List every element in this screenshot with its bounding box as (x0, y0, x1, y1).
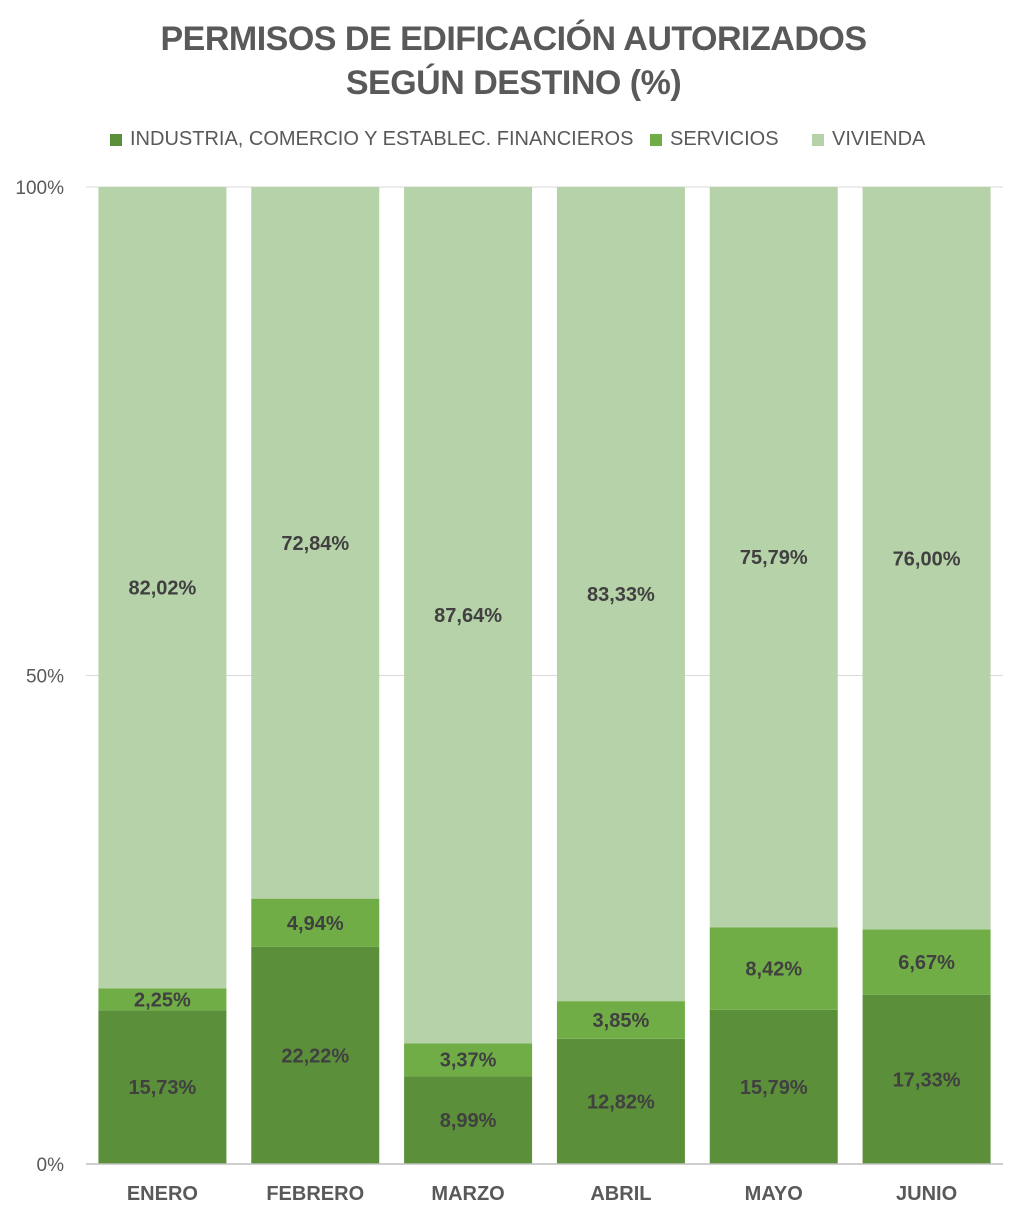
legend: INDUSTRIA, COMERCIO Y ESTABLEC. FINANCIE… (0, 128, 1027, 158)
legend-item-servicios: SERVICIOS (650, 128, 779, 151)
bar-segment (404, 187, 533, 1044)
data-label: 8,42% (745, 959, 802, 981)
bar-segment (709, 1009, 838, 1164)
data-label: 22,22% (281, 1045, 349, 1067)
data-label: 8,99% (440, 1110, 497, 1132)
x-tick-label: FEBRERO (266, 1183, 364, 1205)
data-label: 87,64% (434, 605, 502, 627)
data-label: 72,84% (281, 533, 349, 555)
x-tick-label: ABRIL (590, 1183, 651, 1205)
bar-segment (251, 898, 380, 947)
chart-title-line1: PERMISOS DE EDIFICACIÓN AUTORIZADOS (160, 20, 868, 58)
data-label: 82,02% (128, 578, 196, 600)
bar-segment (709, 927, 838, 1010)
data-label: 3,85% (593, 1010, 650, 1032)
data-label: 15,79% (740, 1077, 808, 1099)
legend-item-vivienda: VIVIENDA (812, 128, 925, 151)
data-label: 75,79% (740, 547, 808, 569)
y-tick-label: 50% (26, 667, 64, 688)
x-tick-label: MARZO (431, 1183, 504, 1205)
data-label: 83,33% (587, 584, 655, 606)
data-label: 2,25% (134, 989, 191, 1011)
bar-segment (98, 1010, 227, 1164)
x-tick-label: JUNIO (896, 1183, 957, 1205)
data-label: 76,00% (893, 548, 961, 570)
bar-segment (556, 1001, 685, 1039)
bar-segment (556, 187, 685, 1002)
legend-swatch-industria (110, 133, 122, 146)
bar-segment (251, 946, 380, 1164)
legend-label-servicios: SERVICIOS (670, 128, 779, 150)
bar-segment (862, 994, 991, 1164)
y-tick-label: 100% (15, 178, 64, 199)
data-label: 12,82% (587, 1091, 655, 1113)
y-tick-label: 0% (37, 1155, 65, 1176)
data-label: 6,67% (898, 952, 955, 974)
legend-label-vivienda: VIVIENDA (832, 128, 926, 150)
legend-swatch-servicios (650, 133, 662, 146)
x-tick-label: MAYO (745, 1183, 803, 1205)
bar-segment (556, 1038, 685, 1164)
data-label: 3,37% (440, 1050, 497, 1072)
data-label: 17,33% (893, 1069, 961, 1091)
bar-segment (404, 1076, 533, 1164)
legend-item-industria: INDUSTRIA, COMERCIO Y ESTABLEC. FINANCIE… (110, 128, 633, 151)
chart-title-line2: SEGÚN DESTINO (%) (345, 64, 682, 102)
data-label: 4,94% (287, 913, 344, 935)
bar-segment (98, 988, 227, 1011)
bar-segment (251, 187, 380, 899)
bar-segment (862, 187, 991, 930)
bar-segment (709, 187, 838, 928)
x-tick-label: ENERO (127, 1183, 198, 1205)
legend-label-industria: INDUSTRIA, COMERCIO Y ESTABLEC. FINANCIE… (130, 128, 634, 150)
bar-segment (98, 187, 227, 989)
bar-segment (404, 1043, 533, 1077)
data-label: 15,73% (128, 1077, 196, 1099)
bar-segment (862, 929, 991, 995)
legend-swatch-vivienda (812, 133, 824, 146)
